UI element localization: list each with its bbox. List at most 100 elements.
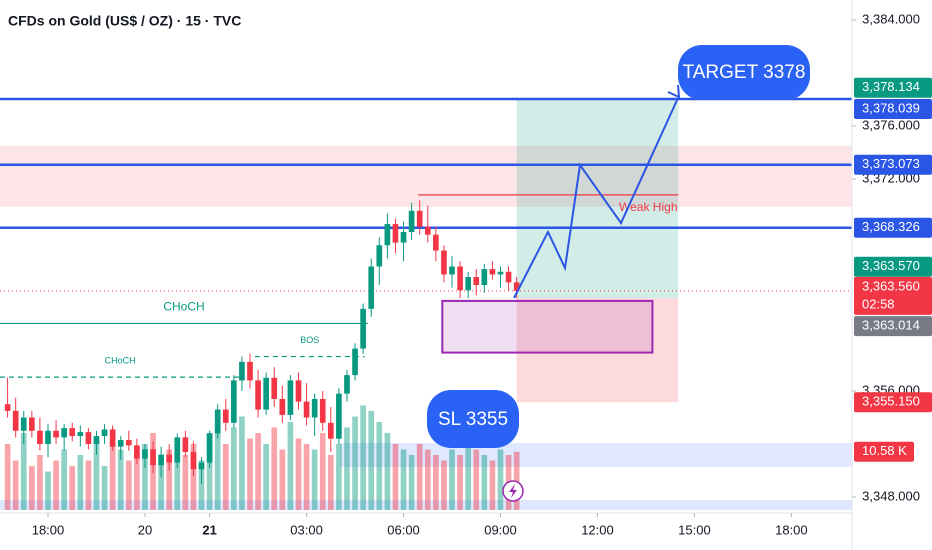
volume-bar: [263, 443, 269, 510]
volume-bar: [77, 454, 84, 510]
volume-badge-text: 10.58 K: [862, 443, 907, 458]
volume-bar: [481, 454, 488, 510]
volume-bar: [311, 449, 318, 510]
price-badge: [854, 256, 932, 277]
candle-body: [392, 224, 399, 243]
price-badge: [854, 316, 932, 337]
volume-bar: [449, 449, 455, 510]
volume-bar: [416, 443, 423, 510]
target-bubble: [678, 45, 810, 100]
candle-body: [295, 380, 302, 402]
candle-body: [255, 380, 261, 410]
price-badge: [854, 392, 932, 413]
x-tick-label: 12:00: [581, 522, 614, 537]
candle-body: [37, 430, 43, 445]
candle-body: [368, 266, 375, 309]
x-tick-label: 03:00: [290, 522, 323, 537]
candle-body: [12, 410, 19, 431]
volume-badge: [854, 441, 914, 462]
annotation-text: CHoCH: [163, 300, 204, 314]
volume-bar: [214, 421, 221, 510]
candle-body: [497, 271, 504, 275]
candle-body: [360, 308, 366, 349]
candle-body: [441, 250, 447, 275]
volume-bar: [497, 449, 504, 510]
price-badge: [854, 98, 932, 119]
volume-bar: [142, 443, 148, 510]
volume-bar: [376, 421, 383, 510]
price-badge: [854, 154, 932, 175]
price-badge-text: 3,368.326: [862, 219, 920, 234]
candle-body: [158, 454, 164, 466]
candle-body: [239, 361, 245, 381]
volume-bar: [45, 471, 51, 510]
volume-bar: [85, 460, 92, 510]
volume-bar: [489, 460, 496, 510]
volume-bar: [134, 454, 140, 510]
volume-bar: [239, 416, 245, 510]
candle-body: [513, 282, 520, 291]
candle-body: [134, 445, 140, 459]
volume-bar: [327, 454, 334, 510]
volume-bar: [182, 454, 189, 510]
price-badge-text: 3,378.039: [862, 100, 920, 115]
chart-title: CFDs on Gold (US$ / OZ) · 15 · TVC: [8, 13, 241, 29]
volume-bar: [117, 449, 124, 510]
volume-bar: [433, 454, 439, 510]
candle-body: [473, 277, 480, 286]
volume-bar: [295, 438, 302, 510]
candle-body: [222, 409, 229, 423]
price-badge: [854, 77, 932, 98]
candle-body: [457, 266, 463, 291]
candle-body: [214, 409, 221, 434]
volume-bar: [352, 416, 358, 510]
sl-bubble: [427, 390, 519, 448]
candle-body: [61, 428, 67, 438]
candle-body: [344, 375, 350, 394]
candle-body: [287, 380, 294, 415]
x-tick-label: 18:00: [32, 522, 65, 537]
volume-bar: [198, 460, 205, 510]
volume-bar: [400, 449, 407, 510]
candle-body: [465, 277, 472, 291]
candles: [4, 200, 520, 484]
volume-bar: [360, 405, 366, 510]
arrow-head: [667, 84, 681, 99]
zone: [516, 98, 679, 299]
volume-bar: [441, 460, 447, 510]
volume-bar: [473, 449, 480, 510]
annotation-text: BOS: [300, 335, 319, 345]
y-tick-label: 3,376.000: [862, 117, 920, 132]
volume-bar: [12, 460, 19, 510]
target-text: TARGET 3378: [683, 62, 806, 83]
zones: [0, 98, 852, 403]
candle-body: [53, 430, 59, 438]
projection-path: [513, 97, 679, 299]
candle-body: [433, 234, 439, 251]
volume-bar: [368, 410, 375, 510]
candle-body: [198, 462, 205, 470]
candle-body: [327, 422, 334, 439]
alert-bolt: [509, 484, 517, 498]
volume-bar: [336, 443, 342, 510]
volume-bar: [174, 438, 181, 510]
candle-body: [263, 377, 269, 410]
candle-body: [174, 437, 181, 463]
candle-body: [408, 210, 415, 233]
volume-bar: [255, 432, 261, 510]
volume-bar: [109, 438, 116, 510]
candle-body: [271, 377, 278, 399]
volume-bar: [287, 421, 294, 510]
volume-bar: [465, 443, 472, 510]
volume-bar: [29, 465, 35, 510]
zone: [0, 145, 852, 207]
volume-bar: [20, 432, 27, 510]
volume-bar: [279, 449, 286, 510]
candle-body: [4, 404, 11, 411]
y-tick-label: 3,348.000: [862, 488, 920, 503]
candle-body: [319, 398, 326, 423]
candle-body: [206, 433, 213, 463]
x-tick-label: 06:00: [387, 522, 420, 537]
